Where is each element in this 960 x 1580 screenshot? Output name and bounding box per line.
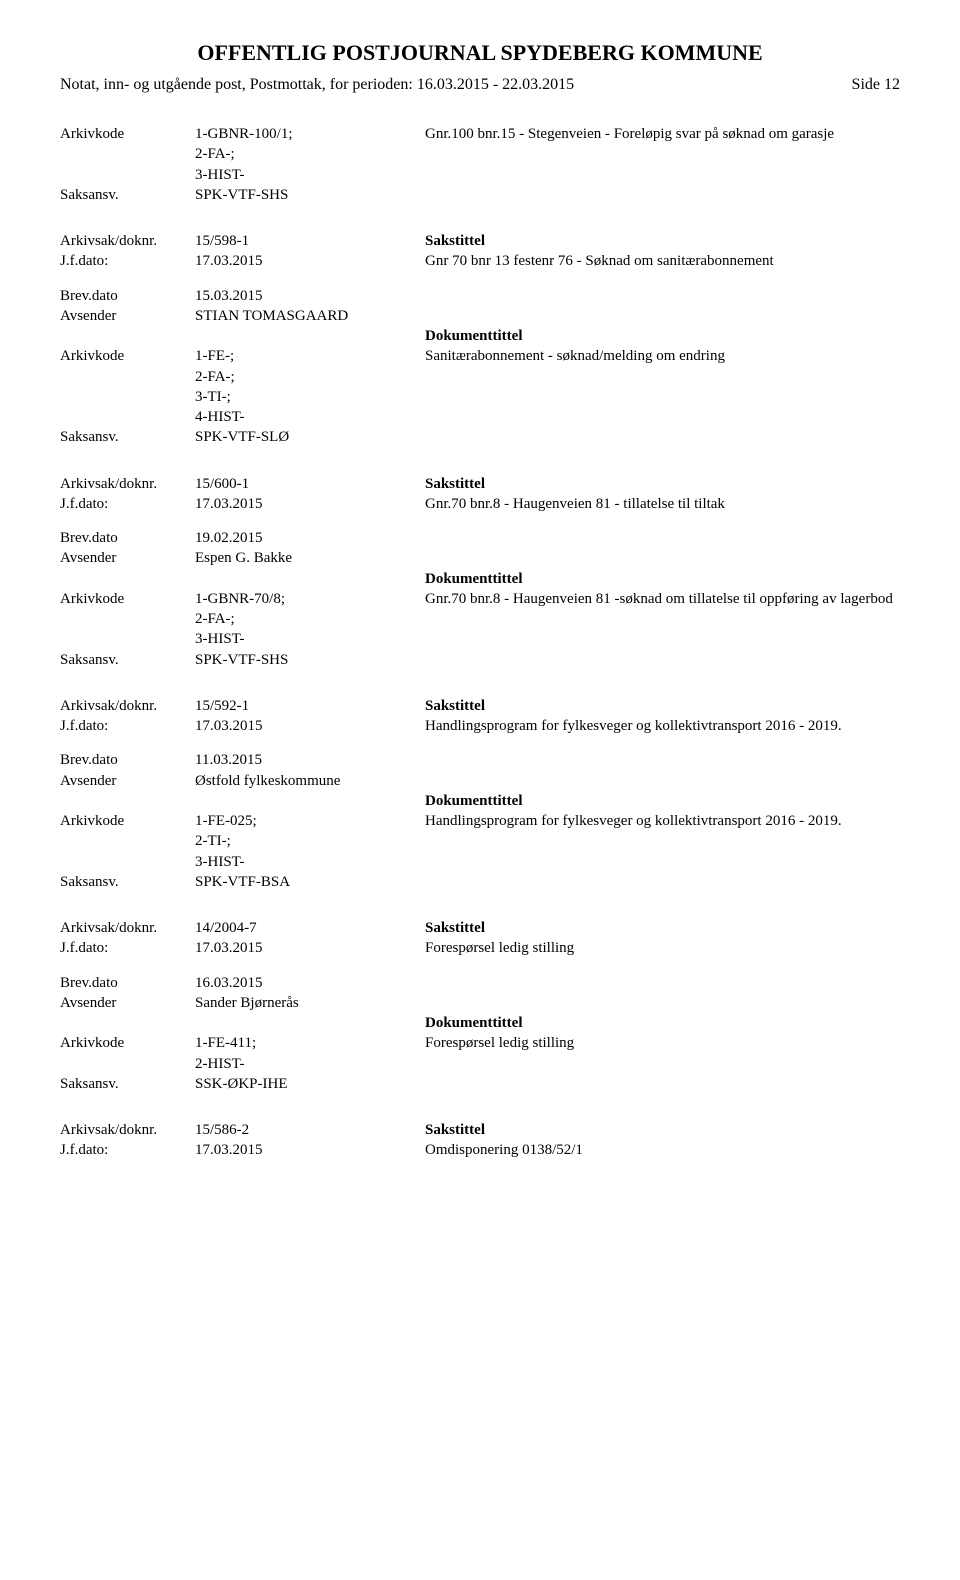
field-label: Brev.dato [60,286,195,306]
sub-header: Notat, inn- og utgående post, Postmottak… [60,76,900,94]
field-right [425,427,900,447]
page-number: Side 12 [852,76,900,94]
field-label: Avsender [60,771,195,791]
field-value: 19.02.2015 [195,528,425,548]
field-label: Brev.dato [60,750,195,770]
journal-record: Arkivsak/doknr.15/600-1SakstittelJ.f.dat… [60,474,900,670]
page-title: OFFENTLIG POSTJOURNAL SPYDEBERG KOMMUNE [60,40,900,66]
field-right [425,548,900,568]
field-value: Østfold fylkeskommune [195,771,425,791]
field-label: Saksansv. [60,1074,195,1094]
field-right [425,750,900,770]
period-text: Notat, inn- og utgående post, Postmottak… [60,76,574,94]
field-right [425,1074,900,1094]
journal-record: Arkivsak/doknr.14/2004-7SakstittelJ.f.da… [60,918,900,1094]
field-label: Brev.dato [60,528,195,548]
field-right [425,872,900,892]
field-right [425,973,900,993]
field-right [425,306,900,326]
field-label: Brev.dato [60,973,195,993]
field-right [425,286,900,306]
field-value: Sander Bjørnerås [195,993,425,1013]
journal-record: Arkivkode1-GBNR-100/1;Gnr.100 bnr.15 - S… [60,124,900,205]
journal-record: Arkivsak/doknr.15/592-1SakstittelJ.f.dat… [60,696,900,892]
field-value: SPK-VTF-SHS [195,185,425,205]
field-value: SSK-ØKP-IHE [195,1074,425,1094]
field-label: Avsender [60,548,195,568]
field-right [425,650,900,670]
field-value: SPK-VTF-SLØ [195,427,425,447]
field-label: Saksansv. [60,185,195,205]
field-value: STIAN TOMASGAARD [195,306,425,326]
field-label: Saksansv. [60,427,195,447]
field-label: Saksansv. [60,872,195,892]
field-right [425,528,900,548]
field-label: Avsender [60,306,195,326]
journal-record: Arkivsak/doknr.15/598-1SakstittelJ.f.dat… [60,231,900,448]
field-value: Espen G. Bakke [195,548,425,568]
field-value: 15.03.2015 [195,286,425,306]
field-value: SPK-VTF-BSA [195,872,425,892]
field-value: 11.03.2015 [195,750,425,770]
field-right [425,993,900,1013]
journal-record: Arkivsak/doknr.15/586-2SakstittelJ.f.dat… [60,1120,900,1161]
field-value: SPK-VTF-SHS [195,650,425,670]
field-right [425,771,900,791]
field-right [425,185,900,205]
field-label: Avsender [60,993,195,1013]
field-value: 16.03.2015 [195,973,425,993]
field-label: Saksansv. [60,650,195,670]
